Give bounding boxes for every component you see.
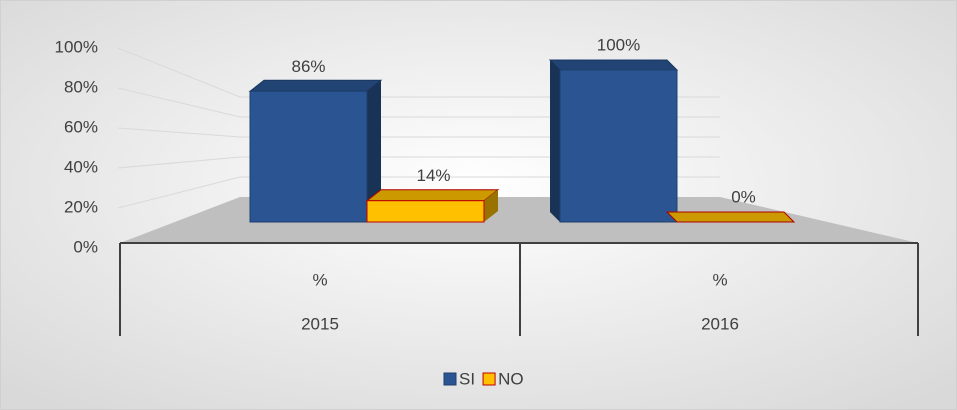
bar-side-shade <box>484 189 498 222</box>
plot: 0% 20% 40% 60% 80% 100%% 2015% 2016 86% 100% 14% 0%… <box>55 35 919 388</box>
x-group-label: 2015 <box>301 314 339 333</box>
data-label: 86% <box>291 57 325 76</box>
x-tick-label: % <box>712 270 727 289</box>
data-label: 100% <box>597 35 640 54</box>
bar-front <box>366 200 485 223</box>
legend-swatch <box>482 372 496 386</box>
bar-side-shade <box>550 60 560 222</box>
y-tick-label: 40% <box>64 157 98 176</box>
bar-side <box>484 189 498 222</box>
y-tick-label: 20% <box>64 197 98 216</box>
legend-label: SI <box>459 369 475 388</box>
bar-side-shade <box>367 80 381 222</box>
y-tick-label: 80% <box>64 77 98 96</box>
bar-side <box>550 60 560 222</box>
bar-top <box>665 211 796 223</box>
bar-top-shade <box>667 212 794 222</box>
bar-top-shade <box>550 60 677 70</box>
x-tick-label: % <box>312 270 327 289</box>
y-tick-label: 100% <box>55 37 98 56</box>
data-label: 14% <box>416 166 450 185</box>
bar-side <box>367 80 381 222</box>
legend-swatch <box>443 372 457 386</box>
x-group-label: 2016 <box>701 314 739 333</box>
y-tick-label: 0% <box>73 237 98 256</box>
bar-front <box>559 69 678 223</box>
bar <box>248 79 383 223</box>
bar-top-shade <box>250 80 381 92</box>
bar <box>548 59 679 223</box>
data-label: 0% <box>731 187 756 206</box>
bar-top-shade <box>367 189 498 201</box>
legend-label: NO <box>498 369 524 388</box>
bar <box>665 211 796 223</box>
bar-front <box>249 90 368 223</box>
y-tick-label: 60% <box>64 117 98 136</box>
bar <box>365 189 500 223</box>
